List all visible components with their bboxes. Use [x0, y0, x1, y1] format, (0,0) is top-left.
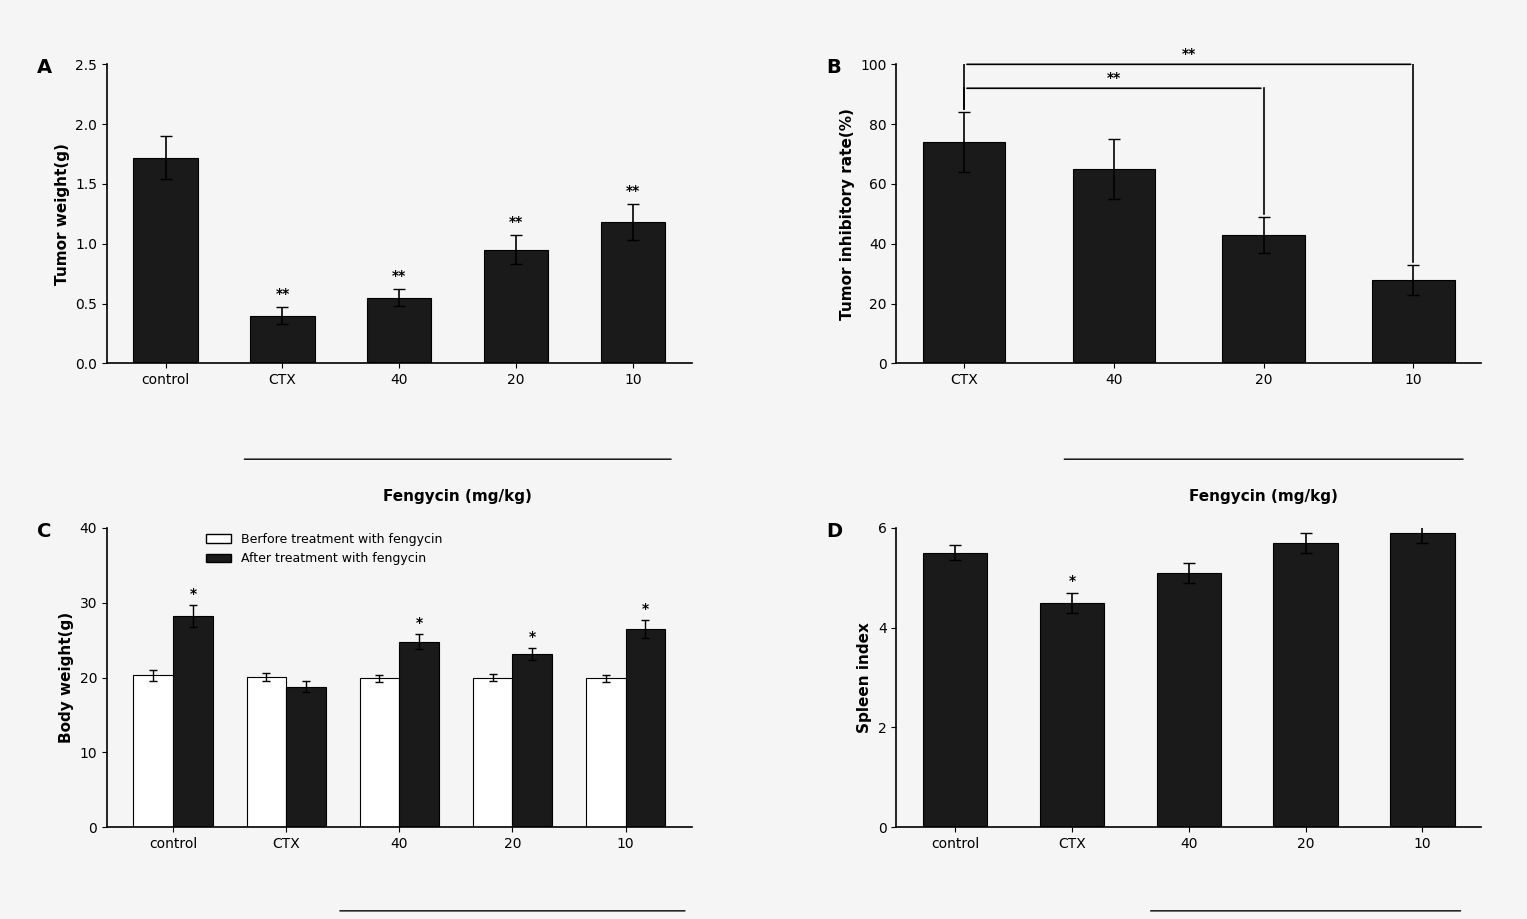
Y-axis label: Spleen index: Spleen index: [857, 622, 872, 733]
Bar: [1373, 279, 1455, 363]
Bar: [133, 158, 197, 363]
Bar: [1391, 533, 1455, 827]
Text: A: A: [37, 58, 52, 77]
Text: B: B: [826, 58, 841, 77]
Text: D: D: [826, 522, 843, 541]
Bar: [922, 553, 988, 827]
Bar: [626, 629, 666, 827]
Text: **: **: [1182, 48, 1196, 62]
Bar: [922, 142, 1005, 363]
Text: Fengycin (mg/kg): Fengycin (mg/kg): [1190, 489, 1338, 505]
Bar: [133, 675, 173, 827]
Text: **: **: [392, 269, 406, 283]
Bar: [246, 676, 286, 827]
Bar: [1073, 169, 1154, 363]
Text: **: **: [508, 215, 524, 230]
Y-axis label: Tumor weight(g): Tumor weight(g): [55, 143, 70, 285]
Bar: [366, 298, 432, 363]
Text: **: **: [1107, 72, 1121, 85]
Bar: [173, 617, 212, 827]
Bar: [484, 250, 548, 363]
Text: *: *: [415, 617, 423, 630]
Bar: [1156, 573, 1222, 827]
Bar: [286, 686, 325, 827]
Text: *: *: [528, 630, 536, 644]
Bar: [473, 677, 513, 827]
Text: **: **: [626, 185, 640, 199]
Bar: [1274, 543, 1338, 827]
Text: Fengycin (mg/kg): Fengycin (mg/kg): [383, 489, 531, 505]
Bar: [1223, 235, 1306, 363]
Y-axis label: Body weight(g): Body weight(g): [60, 612, 73, 743]
Bar: [399, 641, 438, 827]
Text: C: C: [37, 522, 50, 541]
Bar: [1040, 603, 1104, 827]
Text: *: *: [1069, 573, 1075, 588]
Bar: [513, 653, 551, 827]
Text: **: **: [275, 288, 290, 301]
Bar: [250, 315, 315, 363]
Bar: [600, 222, 666, 363]
Text: *: *: [641, 602, 649, 617]
Legend: Berfore treatment with fengycin, After treatment with fengycin: Berfore treatment with fengycin, After t…: [202, 528, 447, 571]
Bar: [360, 678, 399, 827]
Text: *: *: [189, 587, 197, 601]
Bar: [586, 678, 626, 827]
Y-axis label: Tumor inhibitory rate(%): Tumor inhibitory rate(%): [840, 108, 855, 320]
